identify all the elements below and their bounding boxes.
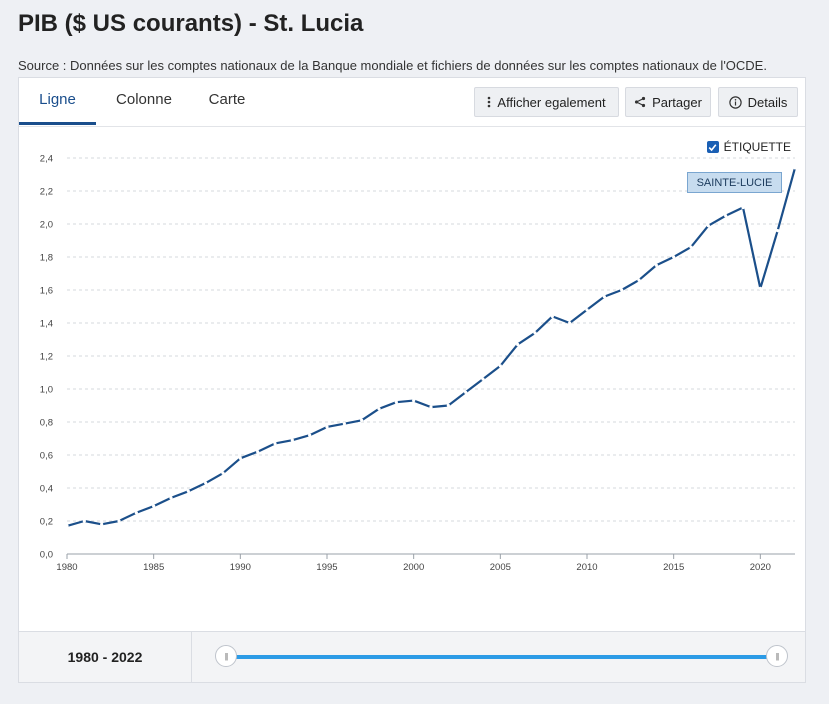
x-tick-label: 2015 [663,562,684,573]
label-toggle[interactable]: ÉTIQUETTE [706,140,791,154]
data-point [342,422,346,426]
data-point [65,524,69,528]
data-point [273,441,277,446]
share-label: Partager [652,94,702,110]
source-note: Source : Données sur les comptes nationa… [18,58,767,73]
details-button[interactable]: Details [718,87,798,117]
data-point [602,295,606,299]
x-tick-label: 2005 [490,562,511,573]
y-tick-label: 1,4 [40,319,53,330]
page-title: PIB ($ US courants) - St. Lucia [18,10,364,37]
data-point [290,438,294,442]
data-point [221,471,225,475]
data-point [689,245,693,249]
data-point [533,331,537,335]
y-tick-label: 2,4 [40,154,53,165]
tab-line[interactable]: Ligne [19,78,96,125]
data-point [481,377,485,381]
x-tick-label: 1980 [56,562,77,573]
data-point [204,481,208,485]
data-point [498,364,502,368]
tab-map[interactable]: Carte [208,91,246,108]
data-point [134,511,138,515]
series-label-tag: SAINTE-LUCIE [687,172,782,193]
data-point [776,229,780,233]
also-show-label: Afficher egalement [497,94,606,110]
data-point [394,400,398,404]
y-tick-label: 2,2 [40,187,53,198]
data-point [377,407,381,411]
data-point [152,504,156,508]
data-point [464,390,468,394]
y-tick-label: 1,2 [40,352,53,363]
y-tick-label: 1,8 [40,253,53,264]
data-point [654,263,658,267]
y-tick-label: 0,8 [40,418,53,429]
data-point [637,278,641,282]
data-point [620,288,624,292]
data-point [308,433,312,437]
range-end-handle[interactable]: ||| [766,645,788,667]
data-point [256,450,260,454]
range-slider-track[interactable] [225,655,777,659]
data-point [793,166,797,170]
y-tick-label: 2,0 [40,220,53,231]
data-point [325,425,329,429]
data-point [724,214,728,218]
data-point [360,418,364,422]
x-tick-label: 1995 [316,562,337,573]
data-point [100,522,104,526]
also-show-button[interactable]: Afficher egalement [474,87,619,117]
data-point [446,403,450,408]
chart-type-tabs: Ligne Colonne Carte Afficher egalement P… [19,78,805,127]
data-point [516,342,520,347]
line-chart: 0,0 0,2 0,4 0,6 0,8 1,0 1,2 1,4 1,6 1,8 2,0 2,2 2,4 1… [40,154,797,573]
series-line [66,167,797,528]
data-point [169,496,173,500]
data-point [238,456,242,460]
y-tick-label: 1,6 [40,286,53,297]
data-point [672,255,676,259]
data-point [117,519,121,523]
y-tick-label: 0,6 [40,451,53,462]
y-tick-label: 0,2 [40,517,53,528]
data-point [741,205,745,210]
y-tick-label: 0,0 [40,550,53,561]
y-tick-label: 0,4 [40,484,53,495]
data-point [82,519,86,523]
share-button[interactable]: Partager [625,87,711,117]
x-tick-label: 1990 [230,562,251,573]
data-point [186,489,190,493]
label-toggle-text: ÉTIQUETTE [723,140,791,154]
data-point [568,321,572,325]
data-point [706,224,710,228]
x-tick-label: 2020 [750,562,771,573]
x-tick-label: 2000 [403,562,424,573]
range-label: 1980 - 2022 [19,632,192,682]
data-point [429,405,433,409]
y-tick-label: 1,0 [40,385,53,396]
data-point [585,308,589,312]
share-icon [634,96,646,108]
tab-column[interactable]: Colonne [116,91,172,108]
range-start-handle[interactable]: ||| [215,645,237,667]
data-point [412,398,416,403]
x-tick-label: 2010 [576,562,597,573]
info-icon [728,95,742,109]
label-checkbox[interactable] [706,141,719,153]
more-vertical-icon [487,96,491,108]
year-range-footer: 1980 - 2022 ||| ||| [19,631,805,682]
data-point [758,286,762,290]
data-point [550,314,554,318]
details-label: Details [747,94,788,110]
x-tick-label: 1985 [143,562,164,573]
chart-card: Ligne Colonne Carte Afficher egalement P… [18,77,806,683]
